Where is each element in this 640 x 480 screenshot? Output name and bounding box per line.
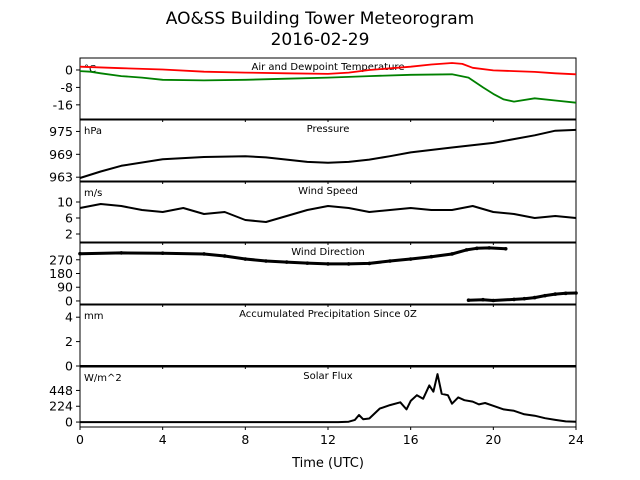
series-1-point [160, 251, 165, 256]
series-1-point [264, 259, 268, 263]
series-1-point [408, 257, 413, 261]
series-1-point [202, 252, 206, 256]
panel-5: 4 2 0 mm Accumulated Precipitation Since 0Z [65, 304, 577, 374]
series-1-point [450, 252, 454, 256]
panel-title: Solar Flux [303, 371, 353, 382]
series-2-point [563, 291, 568, 296]
y-tick-label: 4 [65, 310, 73, 325]
series-1-point [326, 262, 330, 266]
panel-2: 975 969 963 hPa Pressure [49, 119, 577, 185]
y-tick-label: 0 [65, 293, 73, 308]
y-tick-label: 2 [65, 227, 73, 242]
x-axis-label: Time (UTC) [291, 456, 364, 471]
x-tick-label: 20 [485, 432, 501, 447]
series-1-point [78, 251, 82, 256]
series-1-point [346, 262, 351, 266]
series-2-point [532, 295, 537, 300]
series-2-point [481, 297, 485, 302]
x-tick-label: 16 [403, 432, 419, 447]
series-1-point [475, 246, 479, 251]
y-tick-label: 963 [49, 170, 73, 185]
y-tick-label: 0 [65, 62, 73, 77]
series-2-point [522, 296, 527, 301]
unit-label: m/s [84, 188, 102, 199]
series-1-point [119, 251, 124, 255]
panel-title: Air and Dewpoint Temperature [252, 62, 405, 73]
series-1-line [80, 373, 577, 424]
y-tick-label: 0 [65, 415, 73, 430]
series-1-line [79, 62, 577, 76]
series-1-point [305, 261, 310, 265]
y-tick-label: 10 [57, 195, 73, 210]
series-1-point [367, 261, 372, 266]
series-2-line [79, 70, 577, 104]
figure-subtitle: 2016-02-29 [271, 30, 370, 50]
y-tick-label: 969 [49, 147, 73, 162]
series-1-point [429, 254, 434, 259]
panel-1: 0 -8 -16 °C Air and Dewpoint Temperature [53, 57, 577, 122]
series-1-point [388, 259, 392, 263]
series-2-point [574, 291, 578, 295]
unit-label: °C [84, 64, 96, 75]
series-2-point [491, 298, 496, 303]
panel-title: Pressure [307, 124, 350, 135]
unit-label: W/m^2 [84, 373, 122, 384]
series-1-line [79, 246, 506, 266]
y-tick-label: 2 [65, 334, 73, 349]
series-2-point [512, 297, 516, 302]
series-1-point [243, 257, 248, 261]
panels-group: 0-8-16°C Air and Dewpoint Temperature9759… [49, 57, 578, 430]
time-axis: 0 4 8 12 16 20 24 [76, 432, 584, 447]
y-tick-label: 224 [49, 399, 73, 414]
y-tick-label: 448 [49, 383, 73, 398]
series-1-point [464, 248, 469, 252]
unit-label: mm [84, 311, 103, 322]
x-tick-label: 8 [241, 432, 249, 447]
panel-title: Wind Direction [291, 247, 365, 258]
series-1-line [79, 203, 577, 223]
series-2-point [543, 293, 547, 298]
y-tick-label: 270 [49, 252, 73, 267]
series-2-line [468, 291, 577, 302]
y-tick-label: 180 [49, 266, 73, 281]
figure-title: AO&SS Building Tower Meteorogram [166, 9, 474, 29]
x-tick-label: 0 [76, 432, 84, 447]
y-tick-label: 975 [49, 124, 73, 139]
y-tick-label: 90 [57, 280, 73, 295]
y-tick-label: 0 [65, 359, 73, 374]
y-tick-label: -16 [53, 97, 73, 112]
panel-title: Wind Speed [298, 186, 358, 197]
series-1-line [79, 128, 577, 179]
series-2-point [466, 298, 471, 302]
series-1-point [222, 254, 227, 258]
y-tick-label: 6 [65, 211, 73, 226]
unit-label: hPa [84, 126, 102, 137]
x-tick-label: 12 [320, 432, 336, 447]
series-2-point [553, 292, 558, 296]
x-tick-label: 4 [159, 432, 167, 447]
series-1-point [284, 260, 289, 264]
series-1-point [503, 246, 508, 251]
series-1-point [487, 246, 492, 250]
x-tick-label: 24 [568, 432, 584, 447]
panel-title: Accumulated Precipitation Since 0Z [239, 309, 417, 320]
y-tick-label: -8 [61, 80, 74, 95]
